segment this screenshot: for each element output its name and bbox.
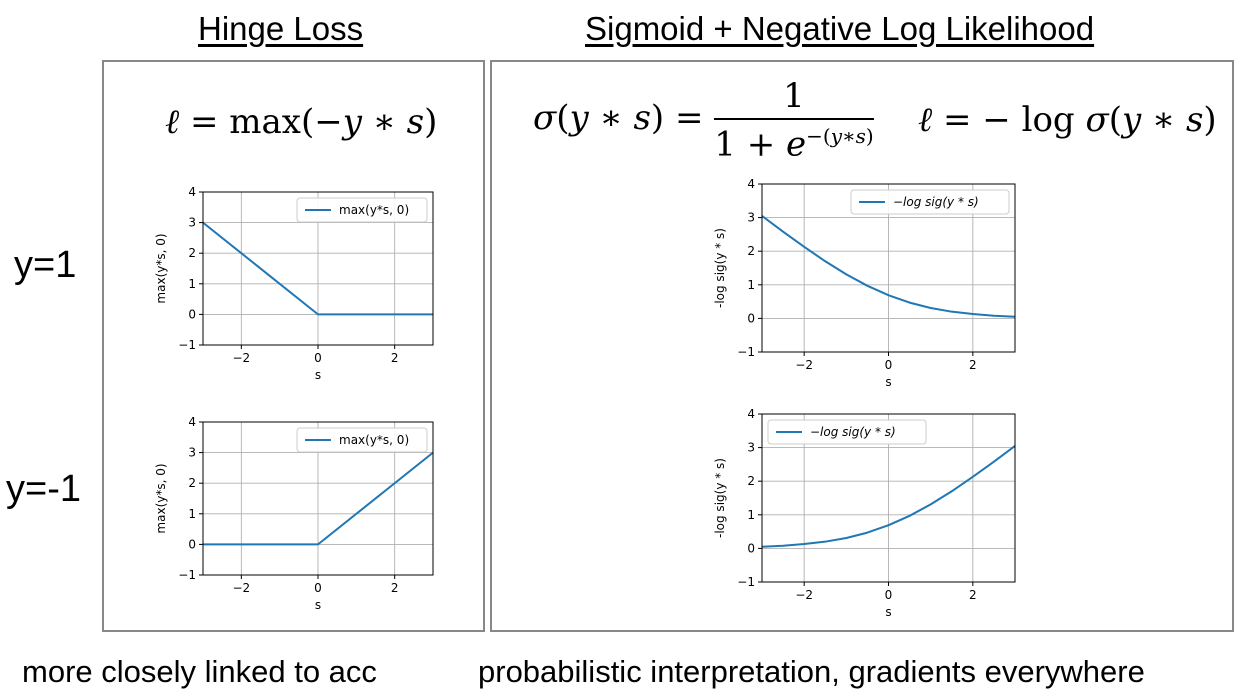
chart-nll-yneg1: −2 0 2 −1 0 1 2 3 4 s -log sig(y * s) −log sig(y * … <box>713 407 1016 619</box>
footer-sigmoid-nll: probabilistic interpretation, gradients … <box>478 654 1145 689</box>
y-tick-label: 4 <box>747 407 755 421</box>
legend-box <box>850 189 1010 215</box>
heading-hinge-loss: Hinge Loss <box>198 10 364 47</box>
y-tick-label: −1 <box>737 345 755 359</box>
x-axis-label: s <box>885 375 891 389</box>
series-line <box>202 221 433 316</box>
y-axis-label: -log sig(y * s) <box>713 458 727 538</box>
y-tick-label: 2 <box>747 244 755 258</box>
x-tick-label: 0 <box>885 358 893 372</box>
chart-hinge-yneg1: −2 0 2 −1 0 1 2 3 4 s max(y*s, 0) max(y*s, 0) <box>154 415 434 612</box>
y-tick-label: 3 <box>747 211 755 225</box>
hinge-panel <box>102 60 485 632</box>
y-tick-label: 2 <box>188 246 196 260</box>
row-label-yneg1: y=-1 <box>6 468 81 510</box>
y-tick-label: 0 <box>188 307 196 321</box>
legend-box <box>296 197 428 223</box>
x-tick-label: 2 <box>969 358 977 372</box>
row-label-y1: y=1 <box>14 244 77 286</box>
y-tick-label: 2 <box>188 476 196 490</box>
x-tick-label: 0 <box>314 351 322 365</box>
heading-sigmoid-nll: Sigmoid + Negative Log Likelihood <box>585 10 1095 47</box>
legend-label: −log sig(y * s) <box>810 425 896 439</box>
x-tick-label: −2 <box>232 351 250 365</box>
y-tick-label: 0 <box>747 311 755 325</box>
x-tick-label: 2 <box>391 581 399 595</box>
y-axis-label: -log sig(y * s) <box>713 228 727 308</box>
legend-box <box>767 419 927 445</box>
x-tick-label: −2 <box>795 358 813 372</box>
y-tick-label: 3 <box>747 441 755 455</box>
x-tick-label: 0 <box>314 581 322 595</box>
y-tick-label: −1 <box>737 575 755 589</box>
y-tick-label: 2 <box>747 474 755 488</box>
x-axis-label: s <box>315 368 321 382</box>
y-tick-label: 4 <box>747 177 755 191</box>
chart-hinge-y1: −2 0 2 −1 0 1 2 3 4 s max(y*s, 0) max(y*s, 0) <box>154 185 434 382</box>
y-tick-label: 3 <box>188 446 196 460</box>
footer-hinge: more closely linked to acc <box>22 654 377 689</box>
legend-label: max(y*s, 0) <box>339 433 409 447</box>
y-tick-label: 4 <box>188 185 196 199</box>
y-tick-label: 1 <box>747 508 755 522</box>
y-tick-label: −1 <box>178 338 196 352</box>
nll-equation: ℓ = − log σ(y ∗ s) <box>918 100 1217 140</box>
y-tick-label: 3 <box>188 216 196 230</box>
x-tick-label: −2 <box>795 588 813 602</box>
chart-nll-y1: −2 0 2 −1 0 1 2 3 4 s -log sig(y * s) −log sig(y * … <box>713 177 1016 389</box>
y-axis-label: max(y*s, 0) <box>154 233 168 303</box>
legend-label: max(y*s, 0) <box>339 203 409 217</box>
legend-label: −log sig(y * s) <box>893 195 979 209</box>
sigmoid-nll-panel <box>490 60 1234 632</box>
hinge-equation: ℓ = max(−y ∗ s) <box>165 102 438 142</box>
x-axis-label: s <box>315 598 321 612</box>
series-line <box>203 451 434 546</box>
series-line <box>761 215 1016 318</box>
y-tick-label: 1 <box>188 507 196 521</box>
x-tick-label: 2 <box>969 588 977 602</box>
x-tick-label: 2 <box>391 351 399 365</box>
y-tick-label: 4 <box>188 415 196 429</box>
y-tick-label: 0 <box>188 537 196 551</box>
y-tick-label: 1 <box>188 277 196 291</box>
y-tick-label: 0 <box>747 541 755 555</box>
y-axis-label: max(y*s, 0) <box>154 463 168 533</box>
legend-box <box>296 427 428 453</box>
x-tick-label: −2 <box>232 581 250 595</box>
x-tick-label: 0 <box>885 588 893 602</box>
y-tick-label: 1 <box>747 278 755 292</box>
series-line <box>761 445 1016 548</box>
x-axis-label: s <box>885 605 891 619</box>
y-tick-label: −1 <box>178 568 196 582</box>
